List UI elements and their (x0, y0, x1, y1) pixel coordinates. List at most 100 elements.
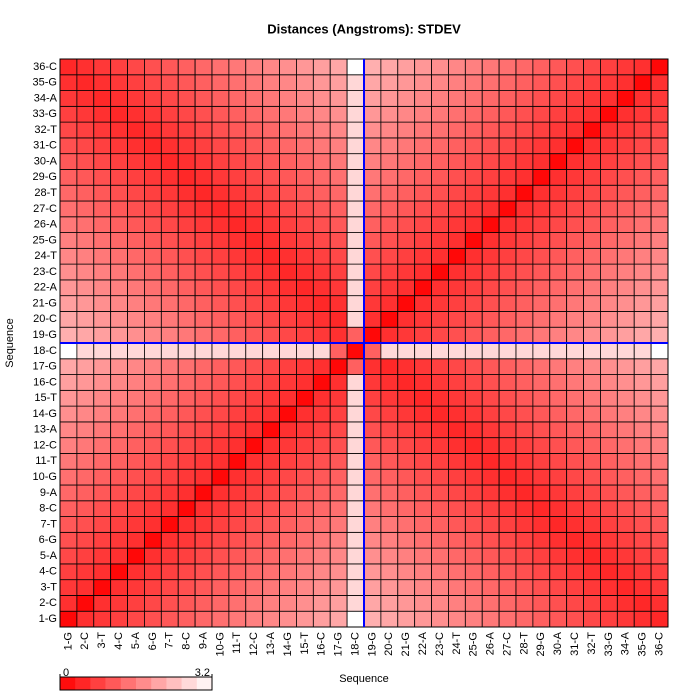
heatmap-cell (583, 610, 601, 628)
heatmap-cell (312, 579, 331, 596)
heatmap-cell (600, 595, 618, 612)
heatmap-cell (515, 200, 534, 218)
heatmap-cell (228, 247, 247, 265)
heatmap-cell (93, 74, 112, 91)
heatmap-cell (279, 279, 297, 297)
heatmap-cell (363, 200, 382, 218)
heatmap-cell (93, 405, 112, 423)
heatmap-cell (312, 389, 331, 407)
heatmap-cell (312, 58, 331, 76)
heatmap-cell (363, 74, 382, 91)
heatmap-cell (228, 90, 247, 107)
heatmap-cell (583, 500, 601, 517)
heatmap-cell (93, 484, 112, 502)
heatmap-cell (59, 184, 78, 202)
heatmap-cell (498, 595, 517, 612)
heatmap-cell (177, 437, 196, 454)
heatmap-cell (279, 58, 297, 76)
heatmap-cell (566, 500, 584, 517)
heatmap-cell (616, 74, 635, 91)
heatmap-cell (59, 279, 78, 297)
heatmap-cell (650, 74, 669, 91)
heatmap-cell (481, 216, 500, 233)
heatmap-cell (177, 263, 196, 281)
heatmap-cell (296, 279, 314, 297)
heatmap-cell (262, 453, 280, 470)
heatmap-cell (414, 579, 432, 596)
heatmap-cell (650, 326, 669, 344)
heatmap-cell (329, 74, 348, 91)
heatmap-cell (498, 58, 517, 76)
heatmap-cell (633, 326, 652, 344)
heatmap-cell (448, 232, 466, 249)
heatmap-cell (414, 137, 432, 155)
y-tick-label: 17-G (33, 361, 57, 373)
heatmap-cell (633, 247, 652, 265)
heatmap-cell (329, 295, 348, 312)
heatmap-cell (279, 358, 297, 375)
heatmap-cell (583, 374, 601, 391)
heatmap-cell (279, 405, 297, 423)
heatmap-cell (110, 121, 128, 139)
heatmap-cell (633, 184, 652, 202)
heatmap-cell (177, 232, 196, 249)
heatmap-cell (616, 453, 635, 470)
heatmap-cell (59, 547, 78, 565)
heatmap-cell (566, 453, 584, 470)
heatmap-cell (583, 531, 601, 549)
heatmap-cell (549, 105, 568, 123)
heatmap-cell (464, 295, 483, 312)
heatmap-cell (633, 279, 652, 297)
heatmap-cell (600, 610, 618, 628)
heatmap-cell (110, 137, 128, 155)
heatmap-cell (380, 232, 399, 249)
heatmap-cell (127, 389, 145, 407)
heatmap-cell (160, 232, 179, 249)
heatmap-cell (397, 437, 416, 454)
heatmap-cell (532, 595, 551, 612)
heatmap-cell (633, 453, 652, 470)
heatmap-cell (566, 374, 584, 391)
y-tick-label: 31-C (33, 140, 57, 152)
heatmap-cell (566, 579, 584, 596)
heatmap-cell (160, 547, 179, 565)
heatmap-cell (414, 184, 432, 202)
heatmap-cell (600, 484, 618, 502)
heatmap-cell (481, 311, 500, 328)
heatmap-cell (59, 326, 78, 344)
heatmap-cell (600, 342, 618, 360)
heatmap-cell (363, 263, 382, 281)
heatmap-cell (481, 200, 500, 218)
heatmap-cell (583, 595, 601, 612)
y-axis-label: Sequence (4, 318, 16, 368)
heatmap-cell (583, 263, 601, 281)
heatmap-cell (448, 531, 466, 549)
y-tick-label: 29-G (33, 171, 57, 183)
heatmap-cell (498, 563, 517, 581)
heatmap-cell (431, 279, 449, 297)
x-tick-label: 25-G (468, 632, 480, 656)
heatmap-cell (329, 531, 348, 549)
heatmap-cell (464, 579, 483, 596)
heatmap-cell (633, 90, 652, 107)
heatmap-cell (549, 342, 568, 360)
heatmap-cell (532, 374, 551, 391)
heatmap-cell (650, 531, 669, 549)
heatmap-cell (633, 74, 652, 91)
heatmap-cell (279, 453, 297, 470)
heatmap-cell (363, 531, 382, 549)
heatmap-cell (532, 453, 551, 470)
heatmap-cell (312, 342, 331, 360)
heatmap-cell (498, 358, 517, 375)
heatmap-cell (144, 547, 162, 565)
heatmap-cell (498, 610, 517, 628)
heatmap-cell (177, 74, 196, 91)
heatmap-cell (177, 531, 196, 549)
heatmap-cell (650, 500, 669, 517)
heatmap-cell (414, 468, 432, 486)
x-tick-label: 23-C (434, 632, 446, 656)
heatmap-cell (363, 279, 382, 297)
heatmap-cell (414, 453, 432, 470)
heatmap-cell (245, 516, 264, 533)
heatmap-cell (549, 547, 568, 565)
